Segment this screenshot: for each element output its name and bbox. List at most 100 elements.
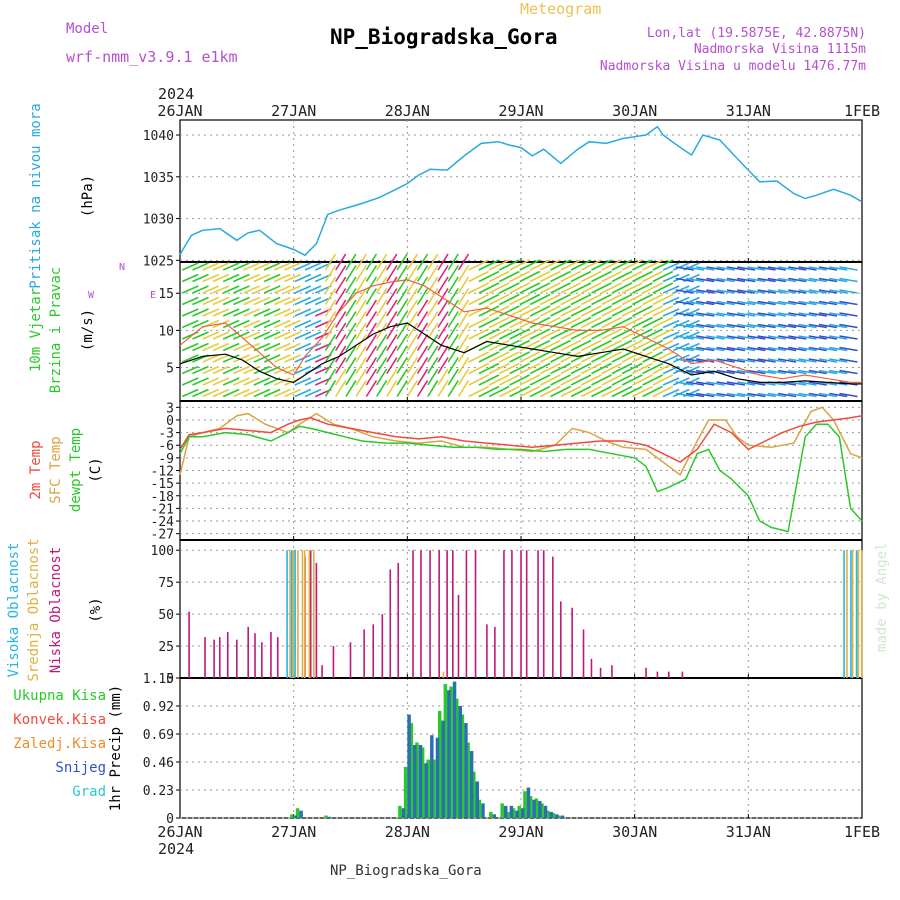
year-label-top: 2024 bbox=[158, 85, 194, 103]
wind-barb bbox=[642, 316, 663, 329]
wind-barb bbox=[345, 345, 357, 363]
wind-barb bbox=[345, 334, 357, 351]
wind-barb bbox=[767, 300, 786, 306]
wind-barb bbox=[662, 308, 680, 317]
wind-barb bbox=[777, 289, 797, 294]
x-tick-label-top: 26JAN bbox=[157, 102, 202, 120]
wind-barb bbox=[324, 265, 337, 282]
wind-barb bbox=[726, 323, 746, 329]
wind-barb bbox=[706, 300, 725, 306]
wind-barb bbox=[478, 259, 500, 271]
wind-barb bbox=[560, 305, 582, 317]
wind-barb bbox=[706, 335, 725, 340]
wind-barb bbox=[529, 282, 551, 294]
wind-barb bbox=[580, 385, 602, 398]
wind-barb bbox=[798, 323, 817, 329]
wind-barb bbox=[706, 312, 725, 317]
wind-barb bbox=[468, 351, 490, 363]
wind-barb bbox=[767, 289, 786, 294]
wind-barb bbox=[457, 380, 470, 397]
wind-barb bbox=[488, 305, 510, 317]
precip-snow-bar bbox=[509, 805, 514, 818]
wind-barb bbox=[601, 328, 623, 340]
wind-barb bbox=[345, 265, 357, 282]
wind-barb bbox=[632, 305, 653, 317]
wind-barb bbox=[737, 335, 756, 340]
wind-barb bbox=[233, 377, 250, 386]
wind-barb bbox=[747, 266, 766, 271]
wind-barb bbox=[324, 334, 337, 351]
wind-barb bbox=[621, 305, 643, 317]
wind-barb bbox=[447, 265, 459, 282]
wind-barb bbox=[324, 345, 337, 363]
wind-barb bbox=[375, 345, 388, 363]
wind-barb bbox=[642, 351, 663, 363]
model-name: wrf-nmm_v3.9.1 e1km bbox=[66, 48, 238, 66]
precip-total-bar bbox=[432, 759, 436, 818]
wind-barb bbox=[375, 276, 388, 294]
wind-barb bbox=[488, 339, 510, 352]
wind-barb bbox=[818, 323, 838, 329]
wind-barb bbox=[560, 282, 582, 294]
footer-station: NP_Biogradska_Gora bbox=[330, 863, 482, 879]
wind-barb bbox=[457, 357, 470, 374]
wind-barb bbox=[757, 300, 776, 306]
wind-barb bbox=[437, 311, 449, 328]
wind-barb bbox=[447, 345, 459, 363]
wind-barb bbox=[839, 266, 858, 271]
wind-barb bbox=[365, 368, 378, 386]
wind-barb bbox=[243, 354, 260, 363]
wind-barb bbox=[652, 362, 674, 375]
elevation-text: Nadmorska Visina 1115m bbox=[694, 42, 866, 57]
wind-barb bbox=[253, 354, 271, 363]
wind-barb bbox=[672, 273, 690, 283]
wind-barb bbox=[829, 346, 848, 352]
wind-barb bbox=[416, 380, 429, 397]
wind-barb bbox=[499, 385, 520, 398]
wind-barb bbox=[355, 265, 367, 282]
wind-barb bbox=[427, 276, 439, 294]
x-tick-label-top: 30JAN bbox=[612, 102, 657, 120]
wind-barb bbox=[396, 288, 408, 305]
y-tick-label: -6 bbox=[158, 439, 174, 454]
wind-barb bbox=[818, 289, 838, 294]
wind-barb bbox=[580, 293, 602, 306]
wind-barb bbox=[212, 365, 230, 375]
wind-barb bbox=[808, 289, 827, 294]
wind-barb bbox=[632, 339, 653, 352]
wind-barb bbox=[396, 253, 408, 271]
y-tick-label: 1035 bbox=[143, 171, 174, 186]
wind-barb bbox=[468, 293, 490, 306]
wind-barb bbox=[560, 385, 582, 398]
wind-barb bbox=[509, 282, 530, 294]
wind-barb bbox=[468, 259, 490, 271]
wind-barb bbox=[365, 380, 378, 397]
wind-barb bbox=[478, 339, 500, 352]
wind-barb bbox=[499, 270, 520, 283]
y-tick-label: 100 bbox=[151, 544, 174, 559]
wind-barb bbox=[427, 299, 439, 317]
wind-barb bbox=[202, 285, 220, 294]
wind-barb bbox=[685, 312, 705, 317]
wind-barb bbox=[519, 339, 541, 352]
wind-barb bbox=[243, 308, 260, 317]
wind-barb bbox=[212, 308, 230, 317]
wind-barb bbox=[621, 270, 643, 283]
wind-barb bbox=[416, 334, 429, 351]
wind-barb bbox=[263, 354, 281, 363]
wind-barb bbox=[539, 282, 561, 294]
wind-barb bbox=[591, 282, 612, 294]
wind-barb bbox=[672, 285, 690, 294]
wind-barb bbox=[192, 262, 209, 271]
wind-barb bbox=[375, 253, 388, 271]
wind-barb bbox=[519, 259, 541, 271]
wind-barb bbox=[550, 328, 571, 340]
wind-barb bbox=[737, 358, 756, 363]
wind-barb bbox=[808, 323, 827, 329]
precip-total-bar bbox=[466, 742, 470, 818]
wind-barb bbox=[642, 270, 663, 283]
wind-barb bbox=[529, 351, 551, 363]
wind-barb bbox=[396, 357, 408, 374]
wind-barb bbox=[632, 282, 653, 294]
wind-barb bbox=[355, 311, 367, 328]
